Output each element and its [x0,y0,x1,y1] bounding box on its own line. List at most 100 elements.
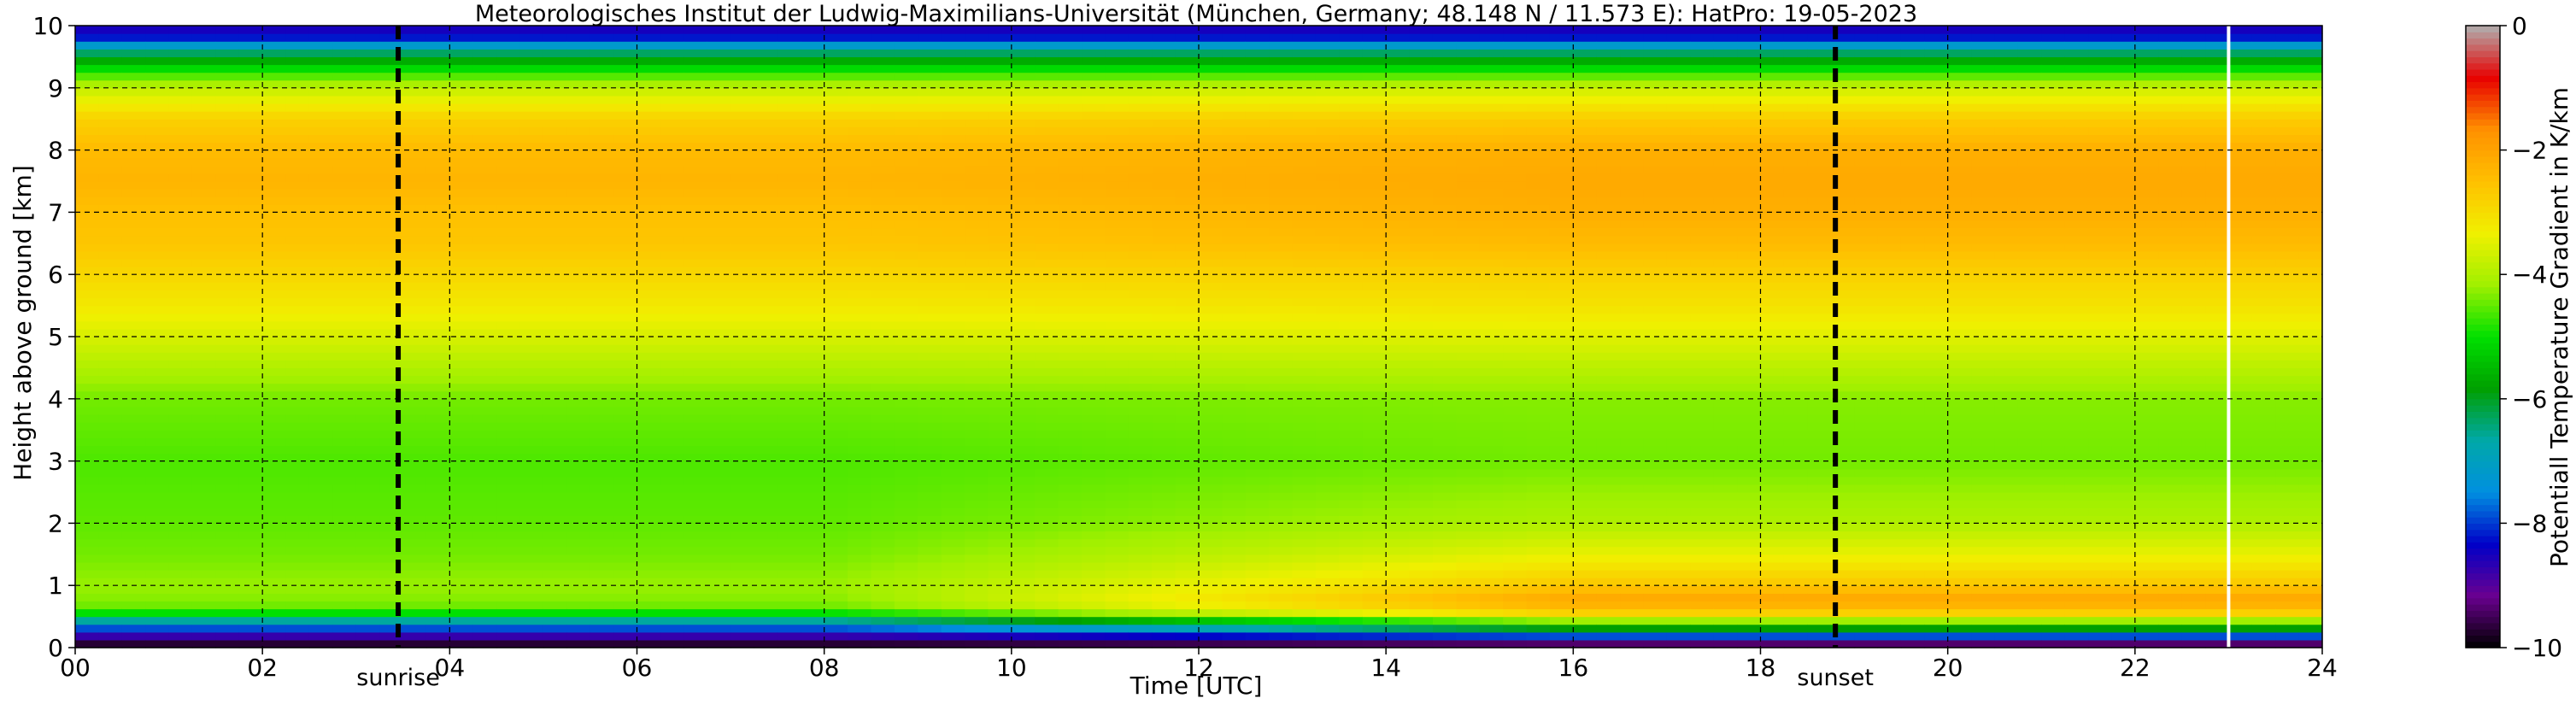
heatmap-cell [801,103,825,112]
heatmap-cell [777,64,801,73]
heatmap-cell [801,383,825,392]
heatmap-cell [1199,367,1223,377]
heatmap-cell [777,111,801,120]
heatmap-cell [543,383,567,392]
heatmap-cell [355,126,380,135]
heatmap-cell [238,515,263,524]
heatmap-cell [566,181,591,190]
heatmap-cell [894,220,918,229]
heatmap-cell [168,197,193,205]
heatmap-cell [355,601,380,610]
heatmap-cell [215,126,240,135]
heatmap-cell [1269,259,1294,267]
heatmap-cell [777,189,801,197]
heatmap-cell [1105,561,1130,571]
heatmap-cell [98,103,123,112]
heatmap-cell [1503,554,1528,563]
heatmap-cell [1152,337,1177,345]
heatmap-cell [1386,570,1411,578]
heatmap-cell [496,561,521,571]
heatmap-cell [519,235,544,244]
heatmap-cell [98,126,123,135]
heatmap-cell [707,523,731,532]
heatmap-cell [1292,337,1317,345]
heatmap-cell [1152,616,1177,625]
heatmap-cell [1035,406,1059,415]
heatmap-cell [519,95,544,104]
heatmap-cell [613,235,638,244]
heatmap-cell [660,250,684,260]
heatmap-cell [262,33,287,42]
heatmap-cell [308,437,333,446]
heatmap-cell [98,593,123,601]
heatmap-cell [871,103,895,112]
heatmap-cell [75,79,99,89]
heatmap-cell [1386,56,1411,66]
heatmap-cell [1199,297,1223,307]
heatmap-cell [684,181,708,190]
heatmap-cell [894,390,918,400]
heatmap-cell [965,608,989,618]
heatmap-cell [121,165,146,174]
heatmap-cell [613,430,638,438]
heatmap-cell [941,212,965,221]
heatmap-cell [941,515,965,524]
heatmap-cell [402,337,427,345]
heatmap-cell [1292,453,1317,462]
heatmap-cell [684,290,708,299]
heatmap-cell [1292,476,1317,485]
heatmap-cell [637,352,661,361]
heatmap-cell [707,305,731,314]
heatmap-cell [285,375,310,384]
heatmap-cell [1011,515,1036,524]
heatmap-cell [425,157,450,167]
heatmap-cell [1011,64,1036,73]
heatmap-cell [145,554,170,563]
heatmap-cell [1456,243,1481,252]
heatmap-cell [1269,313,1294,322]
heatmap-cell [637,313,661,322]
heatmap-cell [1011,585,1036,594]
heatmap-cell [121,49,146,57]
heatmap-cell [496,290,521,299]
heatmap-cell [1386,344,1411,353]
heatmap-cell [472,126,497,135]
heatmap-cell [637,639,661,648]
heatmap-cell [449,570,474,578]
heatmap-cell [1128,267,1153,275]
heatmap-cell [379,297,404,307]
heatmap-cell [1058,56,1083,66]
heatmap-cell [1479,26,1504,34]
heatmap-cell [1128,585,1153,594]
heatmap-cell [566,72,591,81]
heatmap-cell [168,422,193,431]
heatmap-cell [285,33,310,42]
heatmap-cell [168,344,193,353]
heatmap-cell [1479,523,1504,532]
heatmap-cell [731,639,755,648]
heatmap-cell [1035,561,1059,571]
heatmap-cell [566,79,591,89]
heatmap-cell [1082,103,1106,112]
heatmap-cell [1105,259,1130,267]
heatmap-cell [1339,538,1364,548]
heatmap-cell [1222,165,1247,174]
heatmap-cell [590,507,614,516]
heatmap-cell [121,515,146,524]
heatmap-cell [1456,274,1481,283]
heatmap-cell [566,476,591,485]
heatmap-cell [871,250,895,260]
heatmap-cell [449,259,474,267]
heatmap-cell [1503,320,1528,330]
heatmap-cell [332,290,357,299]
heatmap-cell [1011,227,1036,237]
heatmap-cell [1386,250,1411,260]
heatmap-cell [1409,95,1434,104]
heatmap-cell [1199,64,1223,73]
heatmap-cell [918,561,942,571]
heatmap-cell [1035,367,1059,377]
heatmap-cell [684,585,708,594]
heatmap-cell [98,49,123,57]
heatmap-cell [98,111,123,120]
heatmap-cell [941,608,965,618]
